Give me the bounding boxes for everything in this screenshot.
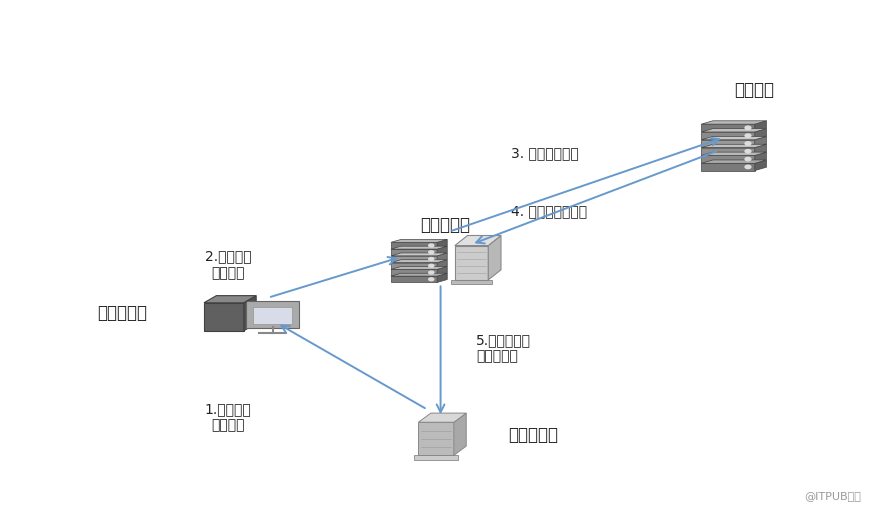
Polygon shape bbox=[455, 246, 489, 280]
Polygon shape bbox=[391, 242, 437, 249]
Polygon shape bbox=[391, 246, 448, 249]
Text: @ITPUB博客: @ITPUB博客 bbox=[804, 491, 861, 501]
Polygon shape bbox=[755, 152, 766, 163]
Circle shape bbox=[745, 142, 751, 145]
Circle shape bbox=[429, 264, 433, 267]
Polygon shape bbox=[391, 260, 448, 263]
Polygon shape bbox=[755, 160, 766, 171]
Polygon shape bbox=[701, 144, 766, 148]
Text: 备份存储: 备份存储 bbox=[734, 81, 774, 99]
Polygon shape bbox=[437, 246, 448, 255]
Text: 3. 读取备份存储: 3. 读取备份存储 bbox=[512, 146, 579, 160]
Polygon shape bbox=[391, 253, 448, 256]
Circle shape bbox=[429, 278, 433, 281]
Polygon shape bbox=[755, 128, 766, 139]
Text: 5.恢复数据发
送到客户端: 5.恢复数据发 送到客户端 bbox=[476, 334, 531, 363]
Circle shape bbox=[429, 271, 433, 274]
Circle shape bbox=[745, 157, 751, 161]
Circle shape bbox=[745, 134, 751, 137]
Polygon shape bbox=[755, 136, 766, 147]
Polygon shape bbox=[455, 235, 501, 246]
Text: 2.查询调度
备份存储: 2.查询调度 备份存储 bbox=[205, 249, 252, 280]
Circle shape bbox=[745, 166, 751, 169]
Polygon shape bbox=[701, 140, 755, 147]
Polygon shape bbox=[701, 163, 755, 171]
Polygon shape bbox=[418, 413, 466, 422]
Polygon shape bbox=[437, 253, 448, 262]
Polygon shape bbox=[701, 136, 766, 140]
Polygon shape bbox=[437, 260, 448, 269]
Polygon shape bbox=[437, 240, 448, 249]
Circle shape bbox=[745, 126, 751, 130]
Polygon shape bbox=[701, 148, 755, 155]
Polygon shape bbox=[755, 121, 766, 132]
Circle shape bbox=[429, 258, 433, 261]
FancyBboxPatch shape bbox=[247, 301, 299, 327]
Polygon shape bbox=[701, 128, 766, 132]
Polygon shape bbox=[391, 273, 448, 276]
Text: 主控服务器: 主控服务器 bbox=[97, 304, 147, 322]
Circle shape bbox=[429, 244, 433, 247]
Circle shape bbox=[429, 251, 433, 254]
Polygon shape bbox=[755, 144, 766, 155]
Polygon shape bbox=[701, 152, 766, 155]
Polygon shape bbox=[701, 160, 766, 163]
Text: 1.数据恢复
请求发起: 1.数据恢复 请求发起 bbox=[205, 402, 252, 432]
FancyBboxPatch shape bbox=[414, 455, 458, 461]
Polygon shape bbox=[391, 249, 437, 255]
Polygon shape bbox=[454, 413, 466, 455]
Polygon shape bbox=[391, 256, 437, 262]
Polygon shape bbox=[701, 121, 766, 124]
Polygon shape bbox=[244, 296, 256, 331]
FancyBboxPatch shape bbox=[451, 280, 492, 284]
Polygon shape bbox=[437, 266, 448, 276]
Polygon shape bbox=[701, 155, 755, 163]
Text: 恢复客户端: 恢复客户端 bbox=[508, 426, 558, 444]
Polygon shape bbox=[437, 273, 448, 282]
Polygon shape bbox=[418, 422, 454, 455]
Polygon shape bbox=[204, 296, 256, 303]
Polygon shape bbox=[391, 240, 448, 242]
Text: 4. 发送恢复的数据: 4. 发送恢复的数据 bbox=[512, 204, 587, 218]
Polygon shape bbox=[204, 303, 244, 331]
Circle shape bbox=[745, 150, 751, 153]
Polygon shape bbox=[701, 132, 755, 139]
Polygon shape bbox=[391, 266, 448, 269]
Polygon shape bbox=[701, 124, 755, 132]
Polygon shape bbox=[489, 235, 501, 280]
Polygon shape bbox=[391, 263, 437, 269]
Polygon shape bbox=[391, 276, 437, 282]
FancyBboxPatch shape bbox=[253, 307, 293, 324]
Polygon shape bbox=[391, 269, 437, 276]
Text: 备份服务器: 备份服务器 bbox=[420, 216, 470, 234]
